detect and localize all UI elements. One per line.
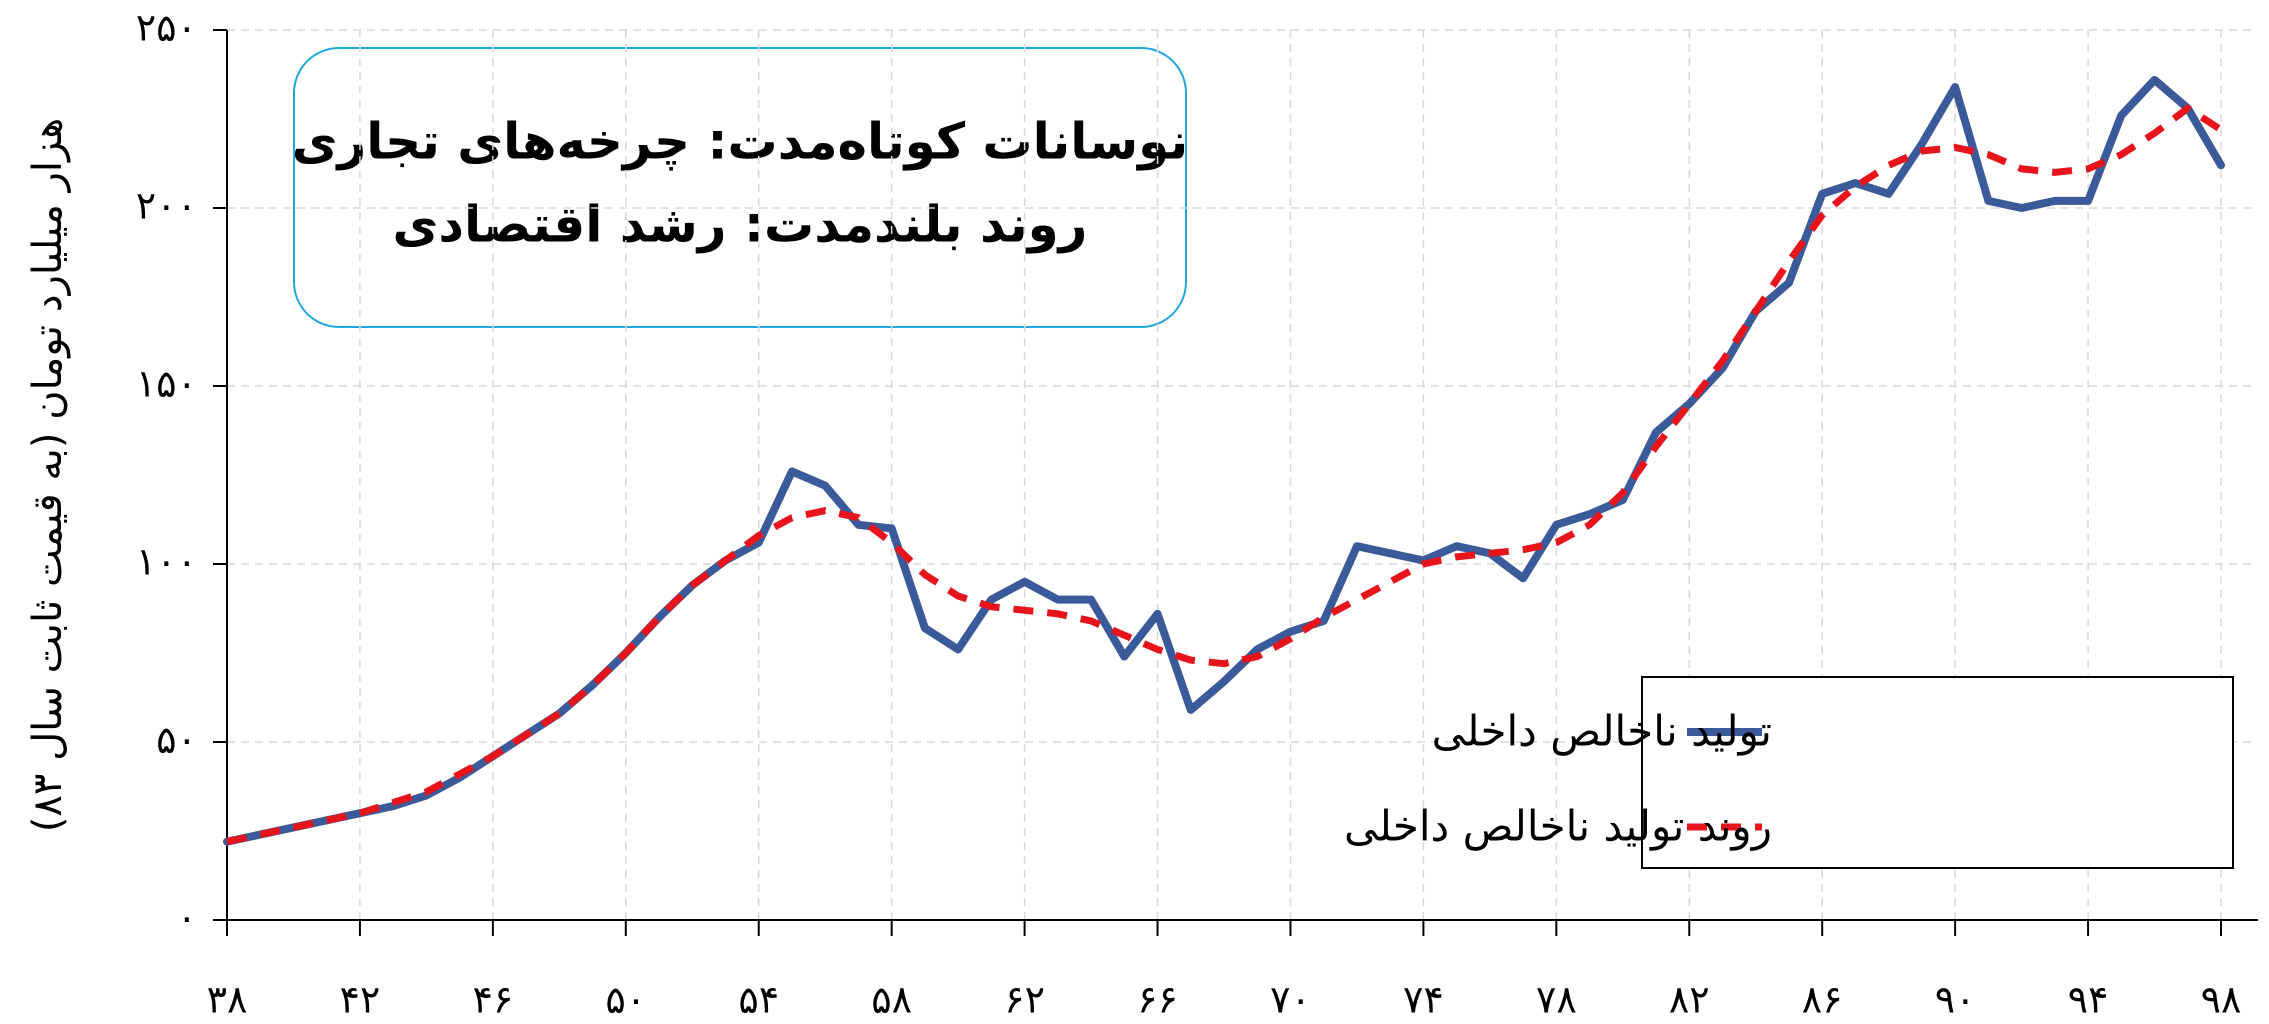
x-tick-label: ۷۴ bbox=[1403, 978, 1444, 1022]
x-tick-label: ۵۴ bbox=[738, 978, 779, 1022]
x-tick-label: ۴۲ bbox=[340, 978, 381, 1022]
x-tick-label: ۷۰ bbox=[1270, 978, 1311, 1022]
y-axis-title: هزار میلیارد تومان (به قیمت ثابت سال ۸۳) bbox=[25, 118, 71, 832]
grid bbox=[227, 29, 2255, 920]
y-tick-label: ۵۰ bbox=[156, 718, 197, 762]
x-tick-label: ۶۲ bbox=[1004, 978, 1045, 1022]
x-tick-label: ۹۸ bbox=[2201, 978, 2242, 1022]
x-tick-label: ۹۴ bbox=[2068, 978, 2109, 1022]
annotation-box bbox=[293, 47, 1187, 328]
x-tick-label: ۸۶ bbox=[1802, 978, 1843, 1022]
annotation: روند بلندمدت: رشد اقتصادی bbox=[393, 196, 1088, 255]
x-tick-label: ۵۸ bbox=[871, 978, 912, 1022]
x-tick-label: ۷۸ bbox=[1536, 978, 1577, 1022]
y-tick-label: ۱۰۰ bbox=[136, 540, 197, 584]
y-tick-label: ۲۰۰ bbox=[136, 184, 197, 228]
x-tick-label: ۳۸ bbox=[207, 978, 248, 1022]
y-tick-label: ۲۵۰ bbox=[136, 6, 197, 50]
x-tick-label: ۴۶ bbox=[472, 978, 513, 1022]
x-tick-label: ۵۰ bbox=[605, 978, 646, 1022]
series-line bbox=[223, 75, 2225, 846]
x-tick-label: ۹۰ bbox=[1935, 978, 1976, 1022]
annotation: نوسانات کوتاه‌مدت: چرخه‌های تجاری bbox=[292, 113, 1189, 172]
series-line bbox=[226, 104, 2223, 846]
x-tick-label: ۸۲ bbox=[1669, 978, 1710, 1022]
legend-label: تولید ناخالص داخلی bbox=[1432, 707, 1772, 756]
y-tick-label: ۱۵۰ bbox=[136, 362, 197, 406]
legend-box bbox=[1641, 676, 2234, 869]
y-tick-label: ۰ bbox=[177, 896, 197, 940]
x-tick-label: ۶۶ bbox=[1137, 978, 1178, 1022]
legend-label: روند تولید ناخالص داخلی bbox=[1344, 802, 1772, 851]
